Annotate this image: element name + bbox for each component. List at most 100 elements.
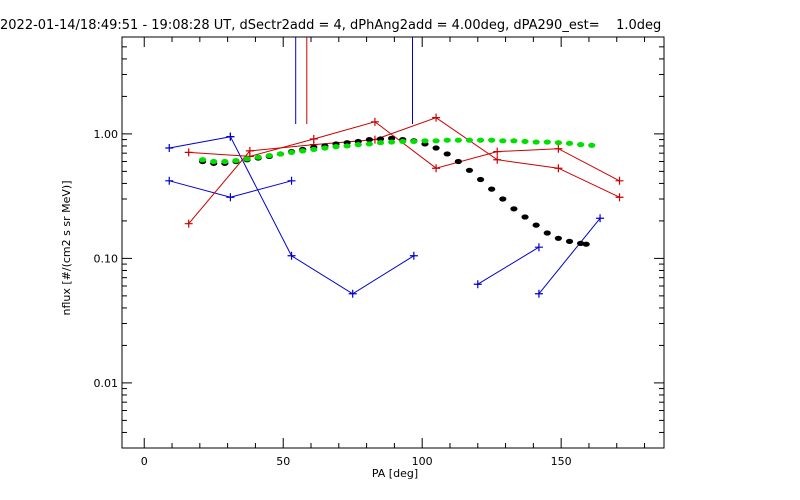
x-tick-label: 50 (276, 455, 290, 468)
green-dot-point (543, 139, 551, 145)
blue-plus-marker (348, 289, 357, 298)
green-dot-point (410, 138, 418, 145)
y-tick-label: 1.00 (94, 128, 119, 141)
green-dot-point (476, 137, 485, 143)
green-dot-point (443, 137, 451, 143)
y-axis-label: nflux [#/(cm2 s sr MeV)] (60, 181, 73, 316)
green-dot-point (276, 151, 285, 157)
black-dot-point (565, 238, 574, 244)
green-dot-point (232, 158, 240, 164)
red-plus-marker (184, 219, 193, 228)
axis-tick-labels: 0 50 100 150 0.01 0.10 1.00 (94, 128, 572, 468)
red-plus-marker (493, 147, 502, 156)
green-dot-point (532, 139, 540, 145)
blue-plus-marker (165, 144, 174, 153)
x-axis-label: PA [deg] (372, 467, 418, 480)
black-dot-point (582, 241, 590, 247)
green-dot-point (265, 152, 273, 159)
blue-series-line (538, 217, 601, 295)
black-dot-point (476, 176, 485, 183)
green-dot-point (577, 142, 585, 148)
green-dot-point (465, 137, 474, 143)
blue-plus-marker (287, 251, 296, 260)
red-plus-marker (615, 176, 624, 185)
blue-plus-marker (226, 132, 235, 141)
red-plus-marker (184, 148, 193, 157)
green-dot-point (287, 149, 296, 156)
green-dot-point (343, 143, 351, 149)
red-plus-marker (432, 164, 441, 173)
black-dot-point (543, 230, 551, 236)
blue-plus-marker (165, 176, 174, 185)
green-dot-point (354, 142, 362, 148)
green-dot-point (399, 138, 407, 145)
green-dot-point (210, 158, 218, 165)
axis-ticks (122, 36, 664, 449)
green-dot-point (565, 140, 574, 146)
red-series-line (188, 121, 620, 182)
green-dot-point (488, 137, 496, 143)
black-dot-point (488, 186, 496, 192)
chart-title: 2022-01-14/18:49:51 - 19:08:28 UT, dSect… (0, 18, 662, 33)
black-dot-point (432, 145, 440, 151)
green-dot-point (243, 156, 251, 162)
green-dot-point (321, 145, 329, 151)
green-dot-point (254, 154, 262, 160)
blue-series-line (229, 136, 415, 295)
red-plus-marker (615, 193, 624, 202)
blue-plus-marker (287, 176, 296, 185)
black-dot-point (365, 136, 373, 143)
red-plus-marker (245, 146, 254, 155)
black-dot-point (554, 235, 562, 241)
black-dot-point (443, 151, 451, 157)
plot-border (121, 36, 665, 449)
red-plus-marker (554, 144, 563, 153)
black-dot-point (521, 214, 529, 220)
black-dot-point (510, 206, 518, 212)
green-dot-point (376, 140, 385, 146)
green-dot-point (521, 138, 529, 145)
x-tick-label: 0 (141, 455, 148, 468)
red-series-line (188, 117, 620, 225)
green-dot-point (221, 158, 229, 165)
green-dot-point (388, 139, 396, 145)
green-dot-point (454, 137, 462, 143)
x-tick-label: 100 (412, 455, 433, 468)
blue-plus-marker (534, 289, 543, 298)
green-dot-point (299, 148, 307, 154)
black-dot-point (577, 240, 585, 246)
black-dot-point (532, 222, 540, 228)
green-dot-point (310, 146, 318, 153)
blue-plus-marker (534, 243, 543, 252)
black-dot-point (388, 135, 396, 141)
green-dot-point (499, 138, 507, 144)
black-dot-point (499, 196, 507, 202)
blue-plus-marker (409, 251, 418, 260)
y-tick-label: 0.10 (94, 252, 119, 265)
green-dot-point (332, 144, 340, 150)
blue-plus-marker (596, 214, 605, 223)
red-plus-marker (493, 155, 502, 164)
green-dot-point (588, 142, 596, 148)
green-dot-point (554, 140, 562, 146)
green-dot-point (432, 138, 440, 144)
plot-frame (121, 36, 665, 449)
x-tick-label: 150 (551, 455, 572, 468)
y-tick-label: 0.01 (94, 377, 119, 390)
green-dot-point (510, 138, 518, 144)
black-dot-point (454, 158, 462, 165)
blue-plus-marker (473, 280, 482, 289)
green-dot-point (199, 157, 207, 163)
green-dot-point (365, 141, 373, 147)
black-dot-point (376, 136, 385, 142)
blue-series-line (169, 136, 231, 149)
green-dot-point (421, 138, 429, 144)
data-series (165, 37, 624, 298)
red-plus-marker (370, 117, 379, 126)
red-plus-marker (554, 164, 563, 173)
blue-series-line (477, 246, 540, 285)
black-dot-point (465, 167, 474, 173)
red-plus-marker (432, 113, 441, 122)
blue-plus-marker (226, 193, 235, 202)
